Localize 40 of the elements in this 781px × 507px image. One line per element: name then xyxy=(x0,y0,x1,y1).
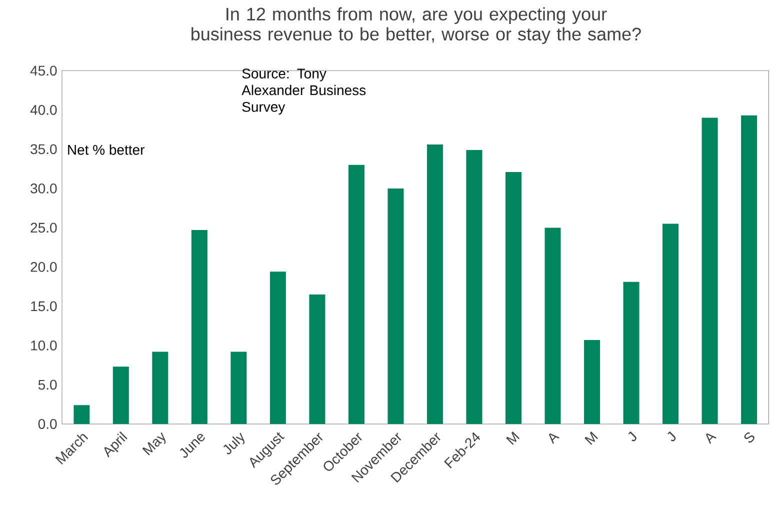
y-tick-label: 10.0 xyxy=(31,340,57,350)
bar xyxy=(662,224,679,424)
annotation: Source: Tony Alexander Business Survey xyxy=(242,68,366,115)
x-tick-label: July xyxy=(223,432,245,454)
x-tick-label: J xyxy=(628,431,636,442)
bar xyxy=(112,366,129,424)
bar xyxy=(309,294,326,424)
bar xyxy=(426,144,443,424)
y-tick-label: 40.0 xyxy=(30,104,57,115)
y-tick-label: 35.0 xyxy=(30,144,57,154)
bar xyxy=(270,272,286,424)
y-tick-label: 45.0 xyxy=(30,66,57,76)
x-tick-label: May xyxy=(142,432,166,456)
bar xyxy=(741,115,758,424)
y-tick-label: 25.0 xyxy=(30,222,57,233)
chart-title: In 12 months from now, are you expecting your business revenue to be better, worse or stay the same? xyxy=(192,7,641,44)
y-tick-label: 30.0 xyxy=(30,184,57,194)
bar xyxy=(584,340,600,424)
bar xyxy=(152,352,168,424)
bar xyxy=(388,188,404,424)
bar xyxy=(348,164,364,424)
bar xyxy=(505,172,522,424)
bar xyxy=(544,228,561,424)
x-tick-label: A xyxy=(548,433,560,444)
x-tick-label: M xyxy=(506,432,520,445)
bar xyxy=(74,405,90,424)
x-tick-label: S xyxy=(744,432,754,443)
y-tick-label: 15.0 xyxy=(31,301,57,312)
x-tick-label: M xyxy=(584,432,598,445)
bar xyxy=(230,352,247,424)
annotation: Net % better xyxy=(68,144,145,155)
x-tick-label: A xyxy=(706,433,717,444)
y-tick-label: 20.0 xyxy=(30,262,57,272)
x-tick-label: J xyxy=(668,431,676,442)
bar xyxy=(466,150,482,424)
y-tick-label: 0.0 xyxy=(38,419,57,429)
bar xyxy=(623,282,640,424)
bar xyxy=(702,118,718,424)
bar xyxy=(191,230,208,424)
y-tick-label: 5.0 xyxy=(38,380,57,390)
